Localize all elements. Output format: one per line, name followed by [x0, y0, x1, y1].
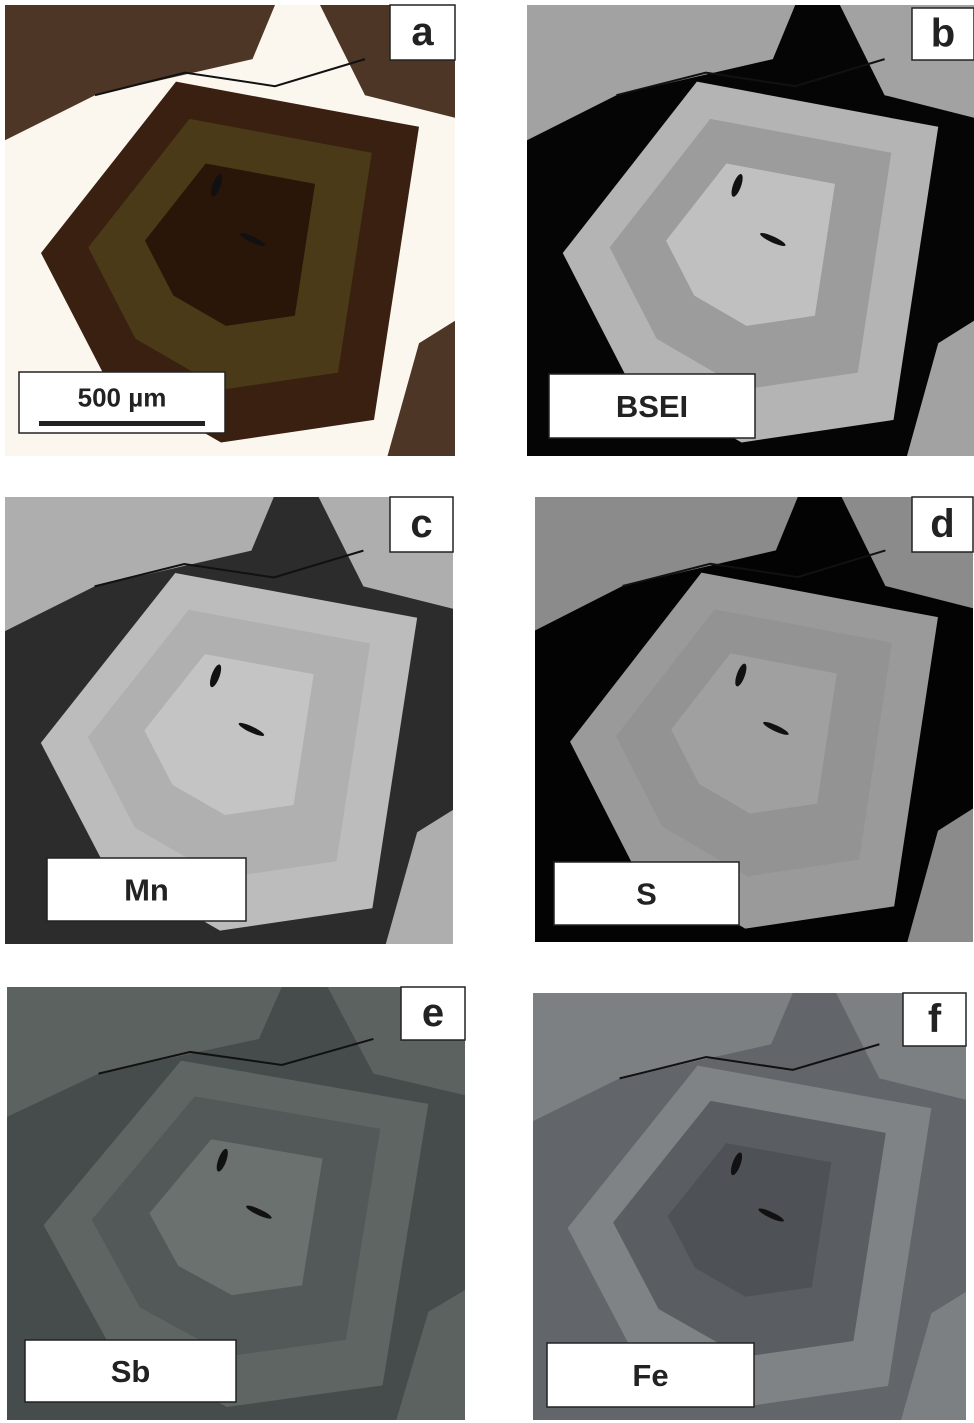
- panel-letter: e: [422, 991, 444, 1035]
- panel: f Fe: [533, 993, 966, 1420]
- panel-letter: b: [931, 12, 955, 56]
- panel: dS: [535, 497, 973, 942]
- element-label: BSEI: [616, 389, 688, 424]
- panel-letter: f: [928, 997, 942, 1041]
- scale-bar: [39, 421, 205, 426]
- panel: a 500 µm: [5, 5, 455, 456]
- element-label: S: [636, 877, 657, 912]
- panel: e Sb: [7, 987, 465, 1420]
- element-label: Fe: [632, 1358, 668, 1393]
- scale-bar-label: 500 µm: [78, 382, 167, 412]
- figure: a500 µmbBSEIcMndSeSbfFe: [0, 0, 974, 1423]
- panel-letter: a: [411, 10, 434, 54]
- element-label: Mn: [124, 873, 169, 908]
- page: a500 µmbBSEIcMndSeSbfFe (() => { const d…: [0, 0, 974, 1423]
- panel-letter: c: [410, 502, 432, 546]
- element-label: Sb: [111, 1354, 151, 1389]
- panel: c Mn: [5, 497, 453, 944]
- panel: b BSEI: [527, 5, 974, 456]
- panel-letter: d: [930, 502, 954, 546]
